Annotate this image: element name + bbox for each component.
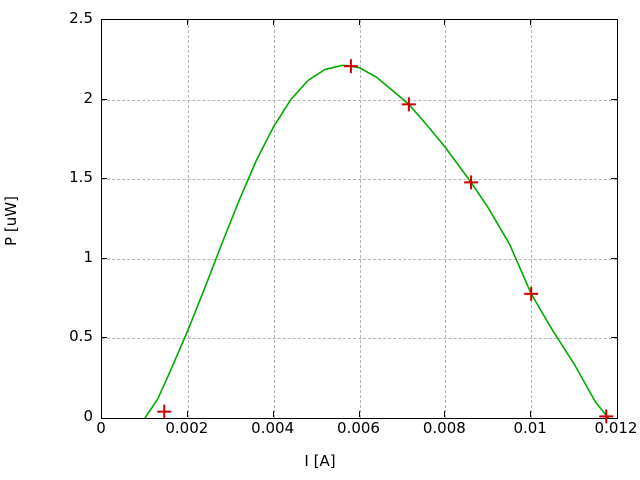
gridline-vertical — [359, 20, 361, 418]
x-tick-mark-top — [444, 19, 446, 25]
x-axis-title: I [A] — [304, 452, 336, 470]
y-tick-mark-right — [611, 178, 617, 180]
x-tick-label: 0 — [96, 419, 106, 437]
y-tick-mark — [101, 178, 107, 180]
y-tick-label: 0.5 — [69, 327, 93, 346]
y-tick-mark — [101, 337, 107, 339]
plot-area — [101, 19, 618, 424]
y-tick-mark — [101, 257, 107, 259]
y-tick-mark-right — [611, 98, 617, 100]
y-tick-label: 1 — [83, 247, 93, 266]
x-tick-mark-top — [186, 19, 188, 25]
x-tick-label: 0.008 — [422, 419, 466, 437]
x-tick-label: 0.006 — [337, 419, 380, 437]
data-point-marker — [599, 409, 614, 424]
measured-points-group — [157, 59, 614, 424]
x-tick-mark — [272, 411, 274, 417]
x-tick-mark-top — [358, 19, 360, 25]
data-point-marker — [157, 404, 172, 419]
fit-curve-line — [144, 64, 610, 419]
data-point-marker — [464, 175, 479, 190]
x-tick-label: 0.01 — [513, 419, 547, 437]
x-tick-mark — [530, 411, 532, 417]
plot-inner — [102, 20, 617, 424]
gridline-vertical — [273, 20, 275, 418]
y-tick-mark-right — [611, 257, 617, 259]
data-point-marker — [343, 59, 358, 74]
gridline-vertical — [187, 20, 189, 418]
y-tick-label: 0 — [83, 407, 93, 425]
x-tick-mark-top — [272, 19, 274, 25]
y-tick-label: 2 — [83, 88, 93, 107]
x-tick-mark — [444, 411, 446, 417]
data-layer — [144, 59, 614, 424]
y-tick-label: 2.5 — [69, 9, 93, 27]
y-axis-title: P [uW] — [2, 196, 20, 246]
gridline-vertical — [445, 20, 447, 418]
x-tick-label: 0.012 — [594, 419, 638, 437]
x-tick-label: 0.004 — [251, 419, 295, 437]
y-tick-mark-right — [611, 337, 617, 339]
data-point-marker — [401, 97, 416, 112]
data-point-marker — [524, 286, 539, 301]
gridline-vertical — [531, 20, 533, 418]
y-tick-mark — [101, 98, 107, 100]
x-tick-mark-top — [530, 19, 532, 25]
x-tick-mark — [358, 411, 360, 417]
x-tick-label: 0.002 — [165, 419, 209, 437]
x-tick-mark — [186, 411, 188, 417]
y-tick-label: 1.5 — [69, 168, 93, 187]
